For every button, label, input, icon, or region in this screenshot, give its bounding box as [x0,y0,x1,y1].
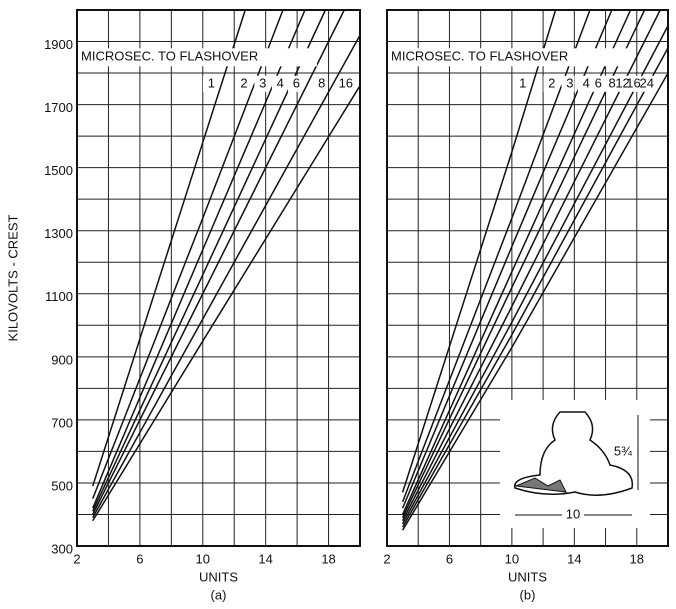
x-tick-label: 10 [505,551,519,566]
series-label: 2 [240,75,247,90]
series-label: 16 [626,75,640,90]
label-bg [514,75,528,92]
x-axis-label: UNITS [199,569,238,584]
line [401,9,632,515]
series-label: 1 [208,75,215,90]
series-label: 3 [566,75,573,90]
line [92,9,246,487]
inset-label-bg [562,507,584,523]
frame [76,9,361,547]
label-bg [271,75,285,92]
y-tick-label: 900 [51,352,73,367]
caption: (a) [211,587,227,602]
line [401,25,669,525]
insulator-hatch [514,477,567,493]
line [92,9,306,509]
series-label: 6 [595,75,602,90]
label-bg [577,75,591,92]
x-tick-label: 10 [196,551,210,566]
series-label: 4 [583,75,590,90]
insulator [513,411,634,496]
y-axis-label: KILOVOLTS - CREST [5,214,20,341]
title-bg [79,48,317,67]
label-bg [254,75,268,92]
series-label: 3 [259,75,266,90]
y-tick-label: 500 [51,478,73,493]
line [92,9,345,515]
series-label: 2 [548,75,555,90]
x-tick-label: 2 [73,551,80,566]
line [92,34,361,518]
label-bg [202,75,216,92]
title-bg [389,48,627,67]
x-axis-label: UNITS [508,569,547,584]
label-bg [603,75,617,92]
frame [386,9,669,547]
line [401,72,669,531]
series-label: 1 [519,75,526,90]
y-tick-label: 1500 [44,163,73,178]
line [401,9,661,522]
y-tick-label: 1900 [44,37,73,52]
x-tick-label: 14 [258,551,272,566]
series-label: 24 [640,75,654,90]
label-bg [589,75,603,92]
series-label: 6 [293,75,300,90]
x-tick-label: 6 [446,551,453,566]
series-label: 4 [277,75,284,90]
x-tick-label: 14 [567,551,581,566]
label-bg [543,75,557,92]
line [92,85,361,522]
series-label: 8 [318,75,325,90]
y-tick-label: 300 [51,541,73,556]
label-bg [341,75,355,92]
panel-title: MICROSEC. TO FLASHOVER [391,49,568,64]
label-bg [561,75,575,92]
y-tick-label: 1300 [44,226,73,241]
series-label: 8 [609,75,616,90]
label-bg [642,75,656,92]
inset: 5¾ 10 [500,400,650,528]
line [92,9,327,512]
y-tick-label: 1700 [44,100,73,115]
inset-label: 5¾ [614,443,632,458]
y-tick-label: 700 [51,415,73,430]
series-label: 16 [339,75,353,90]
x-tick-label: 18 [321,551,335,566]
label-bg [628,75,642,92]
label-bg [287,75,301,92]
line [401,47,669,528]
series-label: 12 [615,75,629,90]
label-bg [235,75,249,92]
x-tick-label: 2 [383,551,390,566]
x-tick-label: 18 [630,551,644,566]
x-tick-label: 6 [136,551,143,566]
label-bg [617,75,631,92]
y-tick-label: 1100 [45,289,73,304]
label-bg [313,75,327,92]
panel-title: MICROSEC. TO FLASHOVER [81,49,258,64]
line [401,9,646,518]
inset-label: 10 [566,506,580,521]
inset-bg [500,400,650,528]
caption: (b) [520,587,536,602]
